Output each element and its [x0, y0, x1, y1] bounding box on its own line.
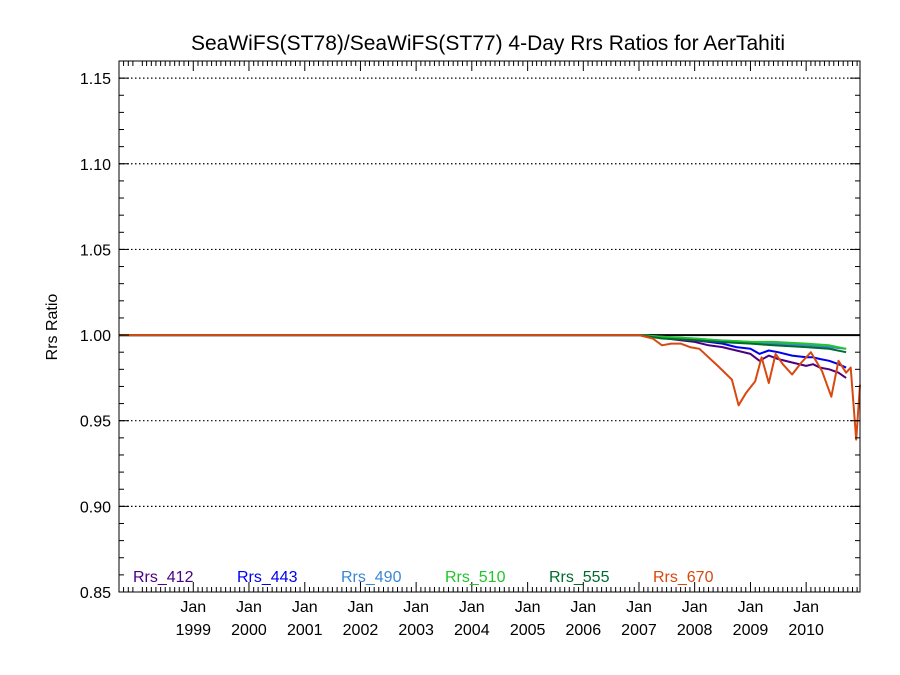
y-tick-label: 1.10 [80, 157, 111, 174]
grid [119, 77, 860, 507]
legend-entry-rrs-443: Rrs_443 [237, 569, 298, 586]
x-tick-label-year: 2001 [287, 622, 323, 639]
x-tick-label-year: 2000 [231, 622, 267, 639]
y-tick-label: 1.15 [80, 71, 111, 88]
series-lines [119, 334, 861, 441]
x-tick-label-year: 1999 [175, 622, 211, 639]
y-tick-label: 0.90 [80, 499, 111, 516]
legend-entry-rrs-412: Rrs_412 [133, 569, 194, 586]
y-axis-label: Rrs Ratio [44, 294, 61, 361]
x-tick-label-month: Jan [459, 599, 485, 616]
x-tick-label-year: 2002 [343, 622, 379, 639]
x-tick-label-month: Jan [515, 599, 541, 616]
x-tick-label-month: Jan [180, 599, 206, 616]
plot-frame [118, 60, 861, 593]
legend-entry-rrs-510: Rrs_510 [445, 569, 506, 586]
series-line-rrs-670 [119, 334, 861, 441]
x-tick-label-month: Jan [236, 599, 262, 616]
y-tick-label: 0.95 [80, 414, 111, 431]
x-tick-label-month: Jan [348, 599, 374, 616]
x-tick-label-year: 2005 [510, 622, 546, 639]
axis-ticks: 0.85 0.90 0.95 1.00 1.05 1.10 1.15 Jan 1999 Jan 20… [80, 60, 860, 639]
x-tick-label-year: 2008 [677, 622, 713, 639]
x-tick-label-year: 2003 [398, 622, 434, 639]
x-tick-label-year: 2006 [566, 622, 602, 639]
x-tick-label-month: Jan [626, 599, 652, 616]
legend-entry-rrs-490: Rrs_490 [341, 569, 402, 586]
x-tick-label-month: Jan [292, 599, 318, 616]
y-tick-label: 0.85 [80, 585, 111, 602]
series-line-rrs-555 [119, 334, 847, 354]
x-tick-label-month: Jan [682, 599, 708, 616]
x-tick-label-year: 2007 [621, 622, 657, 639]
x-tick-label-year: 2009 [733, 622, 769, 639]
x-tick-label-month: Jan [570, 599, 596, 616]
x-tick-label-year: 2004 [454, 622, 490, 639]
y-tick-label: 1.05 [80, 242, 111, 259]
x-tick-label-month: Jan [738, 599, 764, 616]
x-tick-label-month: Jan [403, 599, 429, 616]
y-tick-label: 1.00 [80, 328, 111, 345]
chart-title: SeaWiFS(ST78)/SeaWiFS(ST77) 4-Day Rrs Ra… [191, 32, 785, 55]
x-tick-label-year: 2010 [788, 622, 824, 639]
legend-entry-rrs-670: Rrs_670 [653, 569, 714, 586]
x-tick-label-month: Jan [793, 599, 819, 616]
legend: Rrs_412 Rrs_443 Rrs_490 Rrs_510 Rrs_555 Rrs_6… [133, 569, 714, 586]
legend-entry-rrs-555: Rrs_555 [549, 569, 610, 586]
